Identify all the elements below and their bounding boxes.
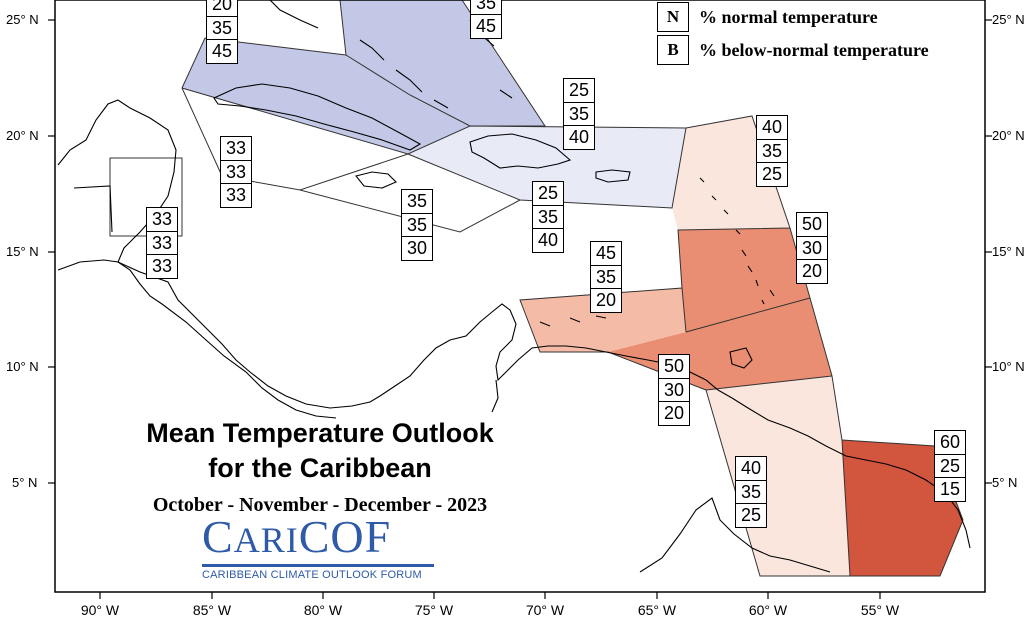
- normal-value: 35: [756, 138, 788, 164]
- below-normal-value: 45: [470, 14, 502, 40]
- above-normal-value: 60: [934, 430, 966, 455]
- region-values-trinidad: 50 30 20: [658, 354, 690, 427]
- normal-value: 33: [146, 230, 178, 256]
- caricof-logo: CARICOF CARIBBEAN CLIMATE OUTLOOK FORUM: [202, 514, 434, 581]
- lon-label-85: 85° W: [192, 602, 232, 618]
- lat-label-10-right: 10° N: [992, 359, 1025, 374]
- region-bahamas: [340, 0, 545, 126]
- normal-value: 30: [796, 235, 828, 261]
- normal-value: 35: [590, 264, 622, 290]
- region-values-turks-caicos: 35 35 45: [470, 0, 502, 40]
- logo-subtitle: CARIBBEAN CLIMATE OUTLOOK FORUM: [202, 569, 422, 581]
- region-values-abc: 45 35 20: [590, 241, 622, 314]
- above-normal-value: 33: [146, 207, 178, 232]
- normal-value: 35: [735, 479, 767, 505]
- lon-label-55: 55° W: [860, 602, 900, 618]
- below-normal-value: 15: [934, 477, 966, 503]
- region-values-leeward: 40 35 25: [756, 115, 788, 188]
- lon-label-90: 90° W: [80, 602, 120, 618]
- lat-label-25-right: 25° N: [992, 12, 1025, 27]
- legend-text-normal: % normal temperature: [699, 6, 878, 27]
- above-normal-value: 35: [401, 189, 433, 214]
- region-values-hispaniola-north: 25 35 40: [563, 78, 595, 151]
- region-values-suriname-guiana: 60 25 15: [934, 430, 966, 503]
- region-values-bahamas: 20 35 45: [206, 0, 238, 65]
- map-title-line2: for the Caribbean: [208, 453, 432, 483]
- normal-value: 30: [658, 377, 690, 403]
- lat-label-20-right: 20° N: [992, 128, 1025, 143]
- above-normal-value: 20: [206, 0, 238, 17]
- below-normal-value: 20: [796, 259, 828, 285]
- region-values-windward: 50 30 20: [796, 212, 828, 285]
- lat-label-5-left: 5° N: [12, 475, 38, 490]
- above-normal-value: 33: [220, 136, 252, 161]
- below-normal-value: 33: [146, 254, 178, 280]
- below-normal-value: 40: [532, 228, 564, 254]
- map-period: October - November - December - 2023: [152, 494, 488, 516]
- lon-label-70: 70° W: [525, 602, 565, 618]
- lat-label-15-right: 15° N: [992, 244, 1025, 259]
- lon-label-65: 65° W: [637, 602, 677, 618]
- lon-label-80: 80° W: [303, 602, 343, 618]
- legend-below: B % below-normal temperature: [657, 35, 929, 65]
- lat-label-10-left: 10° N: [6, 359, 39, 374]
- above-normal-value: 45: [590, 241, 622, 266]
- logo-rule: [202, 564, 434, 567]
- map-title-line1: Mean Temperature Outlook: [146, 418, 494, 448]
- below-normal-value: 20: [658, 401, 690, 427]
- legend-key-normal: N: [657, 2, 689, 32]
- logo-wordmark: CARICOF: [202, 511, 392, 562]
- legend-normal: N % normal temperature: [657, 2, 878, 32]
- above-normal-value: 25: [563, 78, 595, 103]
- region-values-guyana: 40 35 25: [735, 456, 767, 529]
- region-western-caribbean: [182, 88, 408, 190]
- below-normal-value: 25: [756, 162, 788, 188]
- region-suriname-guiana: [842, 440, 963, 576]
- region-values-jamaica: 35 35 30: [401, 189, 433, 262]
- region-values-belize: 33 33 33: [146, 207, 178, 280]
- lat-label-5-right: 5° N: [992, 475, 1018, 490]
- region-values-western-caribbean: 33 33 33: [220, 136, 252, 209]
- normal-value: 35: [563, 101, 595, 127]
- region-guyana: [706, 376, 850, 576]
- normal-value: 33: [220, 159, 252, 185]
- above-normal-value: 40: [756, 115, 788, 140]
- below-normal-value: 45: [206, 39, 238, 65]
- above-normal-value: 40: [735, 456, 767, 481]
- below-normal-value: 40: [563, 125, 595, 151]
- region-abc: [520, 288, 686, 352]
- region-hispaniola: [408, 126, 686, 208]
- lon-label-60: 60° W: [748, 602, 788, 618]
- region-cuba: [182, 38, 470, 154]
- normal-value: 25: [934, 453, 966, 479]
- below-normal-value: 33: [220, 183, 252, 209]
- normal-value: 35: [532, 204, 564, 230]
- below-normal-value: 20: [590, 288, 622, 314]
- region-values-hispaniola-south: 25 35 40: [532, 181, 564, 254]
- below-normal-value: 30: [401, 236, 433, 262]
- above-normal-value: 50: [796, 212, 828, 237]
- below-normal-value: 25: [735, 503, 767, 529]
- lat-label-25-left: 25° N: [6, 12, 39, 27]
- legend-key-below: B: [657, 35, 689, 65]
- normal-value: 35: [206, 15, 238, 41]
- legend-text-below: % below-normal temperature: [699, 39, 929, 60]
- above-normal-value: 50: [658, 354, 690, 379]
- normal-value: 35: [401, 212, 433, 238]
- region-windward: [678, 228, 810, 332]
- lat-label-20-left: 20° N: [6, 128, 39, 143]
- lon-label-75: 75° W: [414, 602, 454, 618]
- above-normal-value: 25: [532, 181, 564, 206]
- lat-label-15-left: 15° N: [6, 244, 39, 259]
